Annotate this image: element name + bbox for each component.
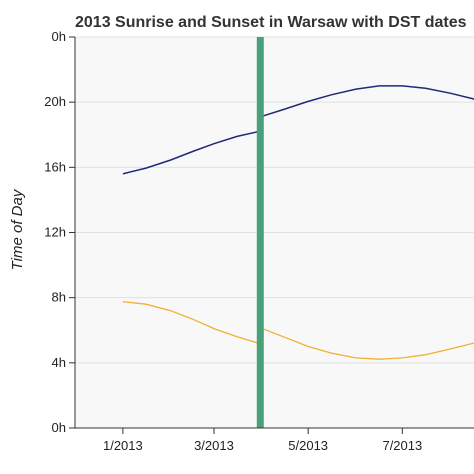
x-axis: 1/2013 3/2013 5/2013 7/2013: [103, 428, 422, 453]
y-tick-label: 0h: [52, 29, 66, 44]
x-tick-label: 1/2013: [103, 438, 143, 453]
sunset-line: [122, 85, 474, 175]
y-tick-label: 12h: [44, 225, 66, 240]
gridlines: [75, 36, 474, 364]
x-tick-label: 7/2013: [382, 438, 422, 453]
x-tick-label: 3/2013: [194, 438, 234, 453]
y-tick-label: 8h: [52, 290, 66, 305]
y-tick-label: 0h: [52, 420, 66, 435]
y-tick-label: 20h: [44, 94, 66, 109]
sunrise-line: [122, 301, 474, 360]
x-tick-label: 5/2013: [288, 438, 328, 453]
y-axis: 0h 4h 8h 12h 16h 20h 0h: [44, 29, 75, 435]
chart-title: 2013 Sunrise and Sunset in Warsaw with D…: [75, 14, 467, 31]
y-tick-label: 16h: [44, 159, 66, 174]
y-tick-label: 4h: [52, 355, 66, 370]
series-group: [122, 85, 474, 360]
y-axis-label: Time of Day: [9, 188, 26, 270]
